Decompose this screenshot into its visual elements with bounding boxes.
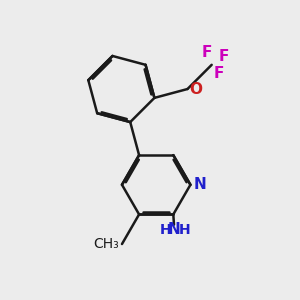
Text: O: O xyxy=(189,82,202,97)
Text: F: F xyxy=(218,49,229,64)
Text: F: F xyxy=(201,45,212,60)
Text: CH₃: CH₃ xyxy=(93,237,119,251)
Text: H: H xyxy=(160,223,172,237)
Text: F: F xyxy=(213,66,224,81)
Text: N: N xyxy=(168,222,180,237)
Text: N: N xyxy=(193,177,206,192)
Text: H: H xyxy=(178,223,190,237)
